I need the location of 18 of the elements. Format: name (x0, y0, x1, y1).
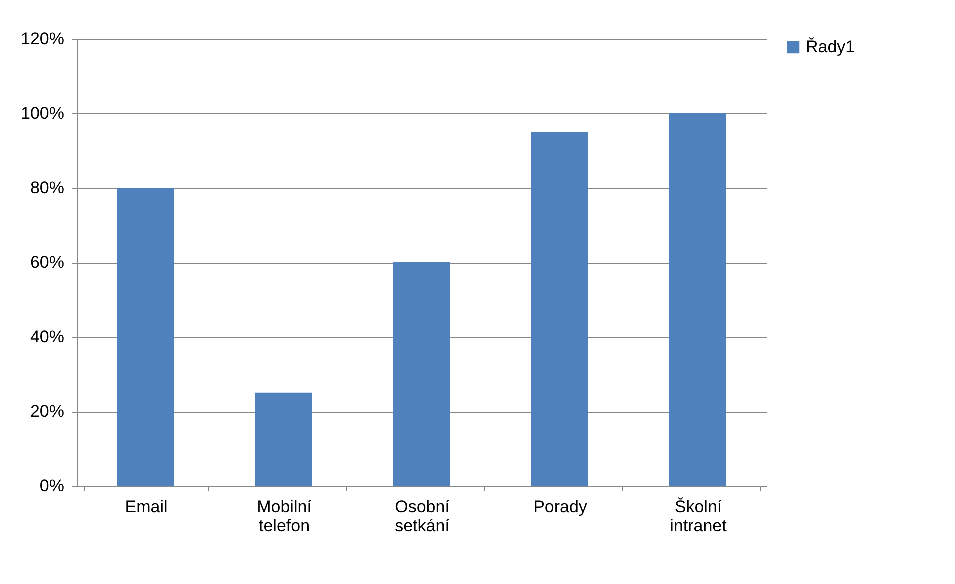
bar (256, 392, 312, 486)
bar (118, 188, 174, 486)
legend-label: Řady1 (806, 38, 856, 56)
y-tick-label: 80% (30, 178, 64, 198)
x-tick-label: Školní intranet (670, 498, 728, 536)
y-tick-label: 0% (40, 476, 64, 496)
x-tick-label: Porady (534, 498, 588, 516)
y-tick-label: 120% (21, 30, 64, 48)
x-tick-label: Osobní setkání (395, 498, 450, 536)
y-tick-label: 100% (21, 104, 64, 123)
x-tick-label: Mobilní telefon (257, 498, 312, 536)
bar (532, 132, 588, 486)
bar (394, 262, 450, 486)
y-tick-label: 60% (30, 253, 64, 272)
x-tick-label: Email (125, 498, 168, 516)
y-tick-label: 20% (30, 402, 64, 421)
bar (670, 114, 726, 486)
y-tick-label: 40% (30, 328, 64, 346)
